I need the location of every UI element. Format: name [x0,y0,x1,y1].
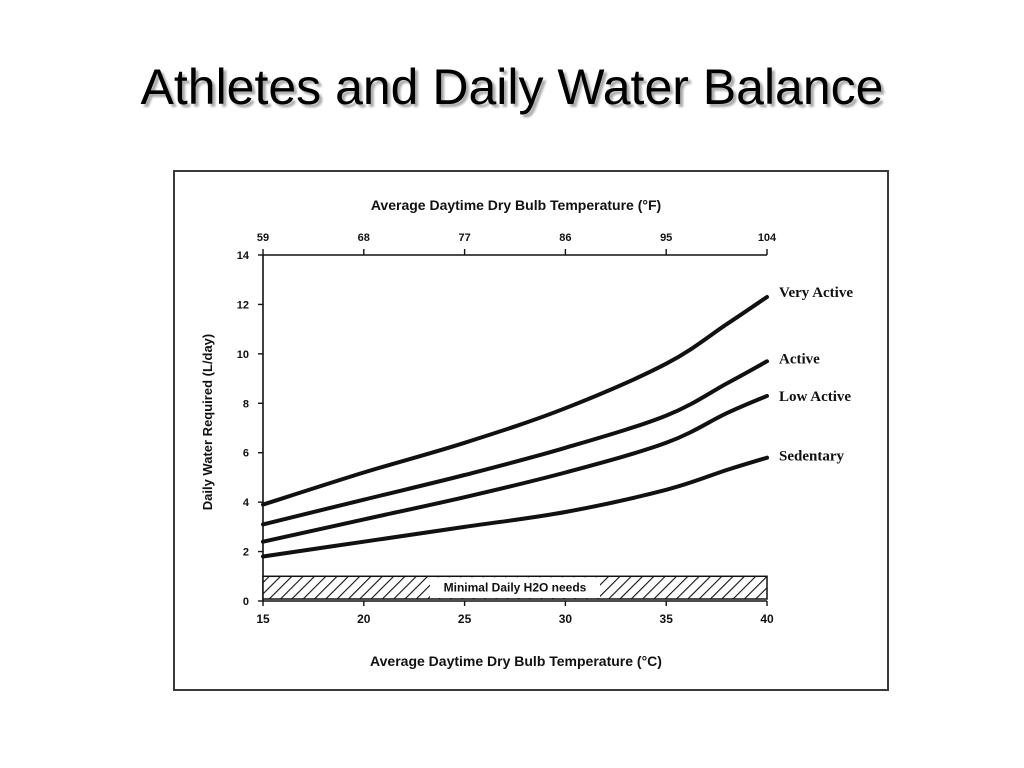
top-tick-label: 68 [358,232,370,244]
y-tick-label: 0 [243,596,249,608]
x-tick-label: 40 [760,612,774,626]
top-tick-label: 86 [559,232,571,244]
x-tick-label: 30 [559,612,573,626]
top-tick-label: 77 [458,232,470,244]
series-label: Sedentary [779,449,844,465]
series-line-low-active [261,393,769,544]
y-tick-label: 12 [237,299,249,311]
y-tick-label: 2 [243,547,249,559]
x-tick-label: 20 [357,612,371,626]
series-line-active [261,359,769,527]
series-label: Low Active [779,389,851,405]
band-label-background [430,577,600,598]
top-axis-title: Average Daytime Dry Bulb Temperature (°F… [371,197,661,213]
x-tick-label: 35 [660,612,674,626]
minimal-needs-band: Minimal Daily H2O needs [262,575,768,600]
top-tick-label: 95 [660,232,672,244]
series-label: Very Active [779,285,853,301]
y-tick-label: 14 [237,250,250,262]
series-label: Active [779,351,820,367]
top-tick-label: 59 [257,232,269,244]
series-line-sedentary [261,455,769,559]
y-tick-label: 10 [237,349,249,361]
series-line-very-active [261,295,769,507]
band-label: Minimal Daily H2O needs [444,581,587,595]
y-tick-label: 8 [243,398,249,410]
slide-title: Athletes and Daily Water Balance [140,59,884,115]
series-labels: Very Active Active Low Active Sedentary [779,285,853,465]
water-balance-chart: Average Daytime Dry Bulb Temperature (°F… [200,197,853,669]
x-tick-label: 25 [458,612,472,626]
y-tick-label: 6 [243,448,249,460]
y-tick-label: 4 [243,497,250,509]
top-tick-label: 104 [758,232,777,244]
y-axis-title: Daily Water Required (L/day) [200,334,215,511]
series-lines [261,295,769,559]
x-tick-label: 15 [256,612,270,626]
bottom-axis-title: Average Daytime Dry Bulb Temperature (°C… [370,653,662,669]
chart-frame: Average Daytime Dry Bulb Temperature (°F… [173,170,889,691]
